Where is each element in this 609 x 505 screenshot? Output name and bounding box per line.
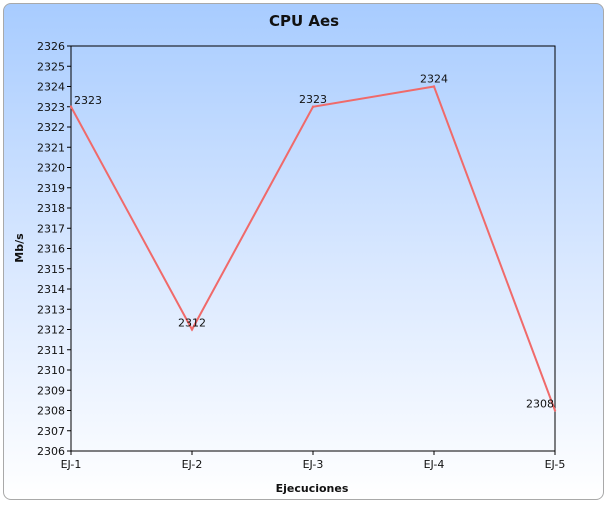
y-tick-label: 2316 [37,243,65,256]
series-line [70,85,556,411]
y-axis-title: Mb/s [13,233,26,263]
y-tick-label: 2309 [37,384,65,397]
x-axis-title: Ejecuciones [276,482,349,495]
chart-title: CPU Aes [269,12,339,30]
y-tick-label: 2308 [37,405,65,418]
data-labels: 2323 2312 2323 2324 2308 [74,73,554,411]
x-tick-label: EJ-5 [545,458,566,471]
y-tick-label: 2314 [37,283,65,296]
y-axis-ticks: 2306 2307 2308 2309 2310 2311 2312 2313 2314 2315… [37,40,71,458]
chart-frame: CPU Aes Mb/s Ejecuciones 2306 2307 2308 230… [3,3,604,500]
data-point [553,409,557,412]
data-label: 2308 [526,398,554,411]
data-label: 2324 [420,73,448,86]
y-tick-label: 2317 [37,222,65,235]
x-tick-label: EJ-1 [61,458,82,471]
y-tick-label: 2306 [37,445,65,458]
y-tick-label: 2307 [37,425,65,438]
y-tick-label: 2310 [37,364,65,377]
data-point [190,328,194,331]
data-label: 2312 [178,317,206,330]
x-axis-ticks: EJ-1 EJ-2 EJ-3 EJ-4 EJ-5 [61,451,566,471]
y-tick-label: 2320 [37,162,65,175]
y-tick-label: 2315 [37,263,65,276]
line-chart: CPU Aes Mb/s Ejecuciones 230623072308230… [13,12,566,495]
y-tick-label: 2318 [37,202,65,215]
y-tick-label: 2313 [37,303,65,316]
x-tick-label: EJ-4 [424,458,445,471]
series-layer [69,85,557,412]
data-label: 2323 [74,94,102,107]
y-tick-label: 2321 [37,141,65,154]
data-point [69,105,73,108]
y-tick-label: 2325 [37,60,65,73]
data-point [311,105,315,108]
x-tick-label: EJ-2 [182,458,203,471]
y-tick-label: 2311 [37,344,65,357]
data-label: 2323 [299,93,327,106]
y-tick-label: 2312 [37,324,65,337]
y-tick-label: 2319 [37,182,65,195]
y-tick-label: 2323 [37,101,65,114]
y-tick-label: 2322 [37,121,65,134]
y-tick-label: 2326 [37,40,65,53]
data-point [432,85,436,88]
x-tick-label: EJ-3 [303,458,324,471]
y-tick-label: 2324 [37,81,65,94]
